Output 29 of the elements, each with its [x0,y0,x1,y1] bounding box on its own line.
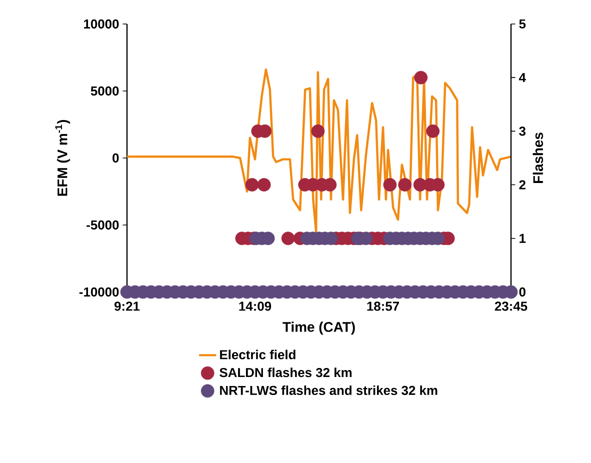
legend-label: NRT-LWS flashes and strikes 32 km [220,385,438,396]
y-tick-label: 5000 [90,86,119,96]
y2-tick-label: 5 [519,19,526,29]
point [311,124,325,138]
x-tick-label: 23:45 [494,302,528,311]
x-tick-label: 9:21 [114,302,140,311]
x-tick-label: 18:57 [367,302,399,311]
y-tick-label: -10000 [79,287,119,297]
x-axis-title: Time (CAT) [282,322,355,335]
legend-label: SALDN flashes 32 km [220,368,352,378]
point [426,124,440,138]
y-tick-label: 0 [112,153,119,163]
point [245,178,259,192]
point [414,70,428,84]
y-axis-title: EFM (V m$^{-1}$) [55,120,70,196]
y2-tick-label: 1 [520,234,526,243]
point [383,178,397,192]
y2-tick-label: 4 [518,73,526,82]
y2-tick-label: 2 [519,180,526,190]
y-tick-label: -5000 [86,220,119,230]
y2-tick-label: 0 [519,287,526,297]
point [257,178,271,192]
point [281,232,295,246]
x-tick-label: 14:09 [239,302,272,311]
y2-tick-label: 3 [519,126,526,136]
point [398,178,412,192]
legend-label: Electric field [220,350,296,360]
y-tick-label: 10000 [84,19,119,29]
y2-axis-title: Flashes [532,132,544,184]
